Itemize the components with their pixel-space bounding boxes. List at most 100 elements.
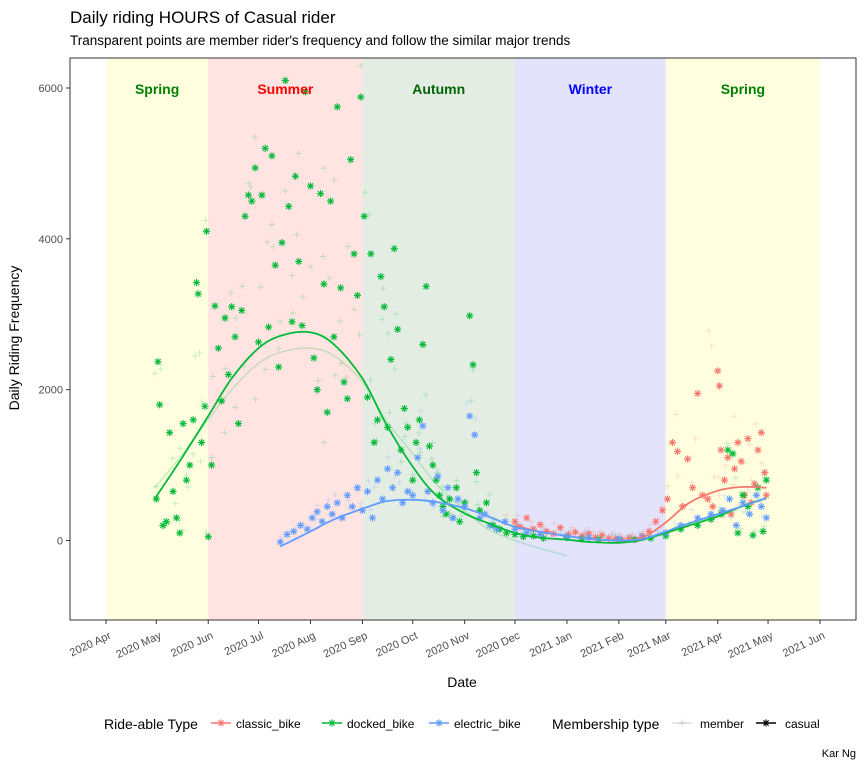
member-point-docked_bike <box>184 483 192 491</box>
data-point-docked_bike <box>211 302 219 310</box>
data-point-docked_bike <box>224 370 232 379</box>
member-point-electric_bike <box>739 507 746 515</box>
y-axis: 0 2000 4000 6000 <box>39 83 70 548</box>
data-point-docked_bike <box>380 303 388 311</box>
data-point-docked_bike <box>258 191 266 199</box>
data-point-electric_bike <box>414 453 422 462</box>
member-point-docked_bike <box>433 469 441 476</box>
data-point-docked_bike <box>298 321 306 330</box>
data-point-classic_bike <box>571 528 579 536</box>
member-point-docked_bike <box>474 501 481 508</box>
data-point-electric_bike <box>439 506 447 514</box>
data-point-docked_bike <box>295 257 303 266</box>
data-point-electric_bike <box>454 495 462 503</box>
x-tick-label: 2020 Oct <box>374 630 420 660</box>
data-point-classic_bike <box>663 495 672 503</box>
member-point-docked_bike <box>361 189 369 196</box>
data-point-docked_bike <box>377 272 385 281</box>
member-point-docked_bike <box>611 531 619 539</box>
data-point-classic_bike <box>673 447 682 456</box>
member-point-classic_bike <box>540 524 548 532</box>
data-point-docked_bike <box>367 250 375 258</box>
data-point-classic_bike <box>511 518 519 526</box>
member-point-docked_bike <box>299 294 307 301</box>
member-point-electric_bike <box>396 479 403 486</box>
data-point-docked_bike <box>244 191 253 199</box>
member-point-docked_bike <box>760 523 768 530</box>
data-point-electric_bike <box>752 491 760 499</box>
x-tick-label: 2021 May <box>726 630 775 662</box>
data-point-classic_bike <box>754 446 762 454</box>
data-point-docked_bike <box>326 197 335 205</box>
member-point-docked_bike <box>439 483 446 491</box>
data-point-docked_bike <box>204 533 212 541</box>
data-point-electric_bike <box>466 412 474 420</box>
member-point-electric_bike <box>671 519 679 527</box>
legend-label-classic_bike: classic_bike <box>236 717 301 731</box>
data-point-electric_bike <box>471 431 479 439</box>
data-point-docked_bike <box>340 378 348 386</box>
data-point-docked_bike <box>271 261 279 269</box>
data-point-docked_bike <box>194 290 202 298</box>
data-point-docked_bike <box>445 495 454 503</box>
member-point-docked_bike <box>238 283 246 290</box>
member-point-classic_bike <box>569 524 576 531</box>
member-point-electric_bike <box>384 453 391 461</box>
data-point-docked_bike <box>323 408 331 416</box>
data-point-electric_bike <box>333 499 341 507</box>
member-point-docked_bike <box>428 455 436 463</box>
data-point-classic_bike <box>689 484 697 492</box>
data-point-docked_bike <box>456 518 464 526</box>
member-point-docked_bike <box>189 450 197 458</box>
member-trend-line <box>153 347 568 557</box>
member-point-classic_bike <box>730 481 737 488</box>
member-point-docked_bike <box>401 433 408 440</box>
member-point-docked_bike <box>227 289 234 297</box>
data-point-docked_bike <box>729 450 737 458</box>
data-point-docked_bike <box>214 344 222 352</box>
data-point-classic_bike <box>658 506 667 514</box>
member-point-classic_bike <box>730 413 738 420</box>
member-point-docked_bike <box>289 309 297 317</box>
member-point-docked_bike <box>293 231 300 238</box>
legend-symbol-classic_bike <box>217 719 225 727</box>
data-point-docked_bike <box>734 529 742 537</box>
member-point-docked_bike <box>251 134 259 141</box>
data-point-docked_bike <box>254 338 263 346</box>
data-point-docked_bike <box>337 284 345 292</box>
member-point-docked_bike <box>393 310 400 318</box>
member-point-classic_bike <box>672 411 679 418</box>
data-point-electric_bike <box>303 525 311 533</box>
data-point-docked_bike <box>248 197 256 205</box>
data-point-electric_bike <box>313 508 321 516</box>
member-point-docked_bike <box>417 449 424 456</box>
member-point-electric_bike <box>688 506 695 513</box>
member-trend-docked <box>153 347 568 557</box>
data-point-electric_bike <box>323 502 331 511</box>
member-point-docked_bike <box>262 366 269 373</box>
member-point-classic_bike <box>722 462 729 469</box>
data-point-docked_bike <box>350 250 358 258</box>
data-point-classic_bike <box>730 465 739 473</box>
data-point-docked_bike <box>759 527 767 536</box>
member-point-electric_bike <box>367 506 374 513</box>
x-tick-label: 2020 Nov <box>424 630 472 661</box>
data-point-docked_bike <box>310 354 318 362</box>
season-label-spring-4: Spring <box>721 81 765 97</box>
member-point-docked_bike <box>365 211 373 219</box>
data-point-electric_bike <box>409 491 417 499</box>
data-point-electric_bike <box>615 535 623 543</box>
member-point-docked_bike <box>331 177 338 184</box>
member-point-docked_bike <box>314 377 322 384</box>
member-point-docked_bike <box>209 373 217 380</box>
member-point-docked_bike <box>367 376 374 383</box>
data-point-docked_bike <box>360 212 368 220</box>
member-point-docked_bike <box>176 445 184 452</box>
data-point-docked_bike <box>425 442 434 450</box>
member-point-electric_bike <box>417 407 424 415</box>
legend-label-docked_bike: docked_bike <box>347 717 415 731</box>
data-point-docked_bike <box>306 182 315 190</box>
data-point-classic_bike <box>714 367 722 375</box>
data-point-docked_bike <box>192 278 201 287</box>
data-point-docked_bike <box>390 245 398 253</box>
